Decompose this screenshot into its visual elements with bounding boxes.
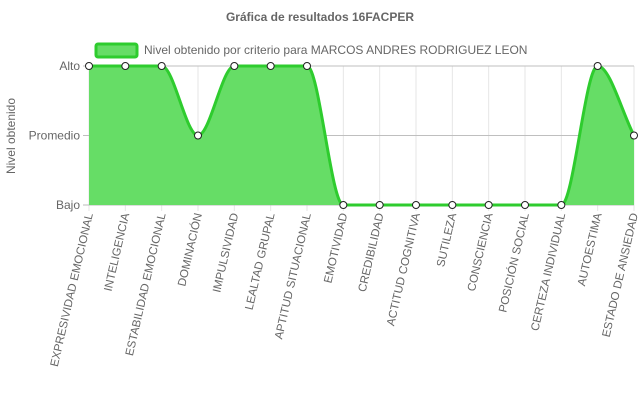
legend-swatch[interactable] <box>94 42 139 59</box>
x-tick-label: EMOTIVIDAD <box>322 212 350 284</box>
y-tick-label: Bajo <box>56 198 80 212</box>
x-tick-label: LEALTAD GRUPAL <box>244 211 278 311</box>
x-tick-labels: EXPRESIVIDAD EMOCIONAL INTELIGENCIAESTABI… <box>49 211 639 368</box>
x-tick-label: EXPRESIVIDAD EMOCIONAL <box>49 211 96 367</box>
x-tick-label: CREDIBILIDAD <box>357 212 387 293</box>
data-point <box>593 62 602 70</box>
legend-label[interactable]: Nivel obtenido por criterio para MARCOS … <box>144 43 527 57</box>
x-tick-label: ESTABILIDAD EMOCIONAL <box>124 211 169 357</box>
chart-title: Gráfica de resultados 16FACPER <box>226 10 414 24</box>
y-tick-labels: Bajo Promedio Alto <box>29 59 81 212</box>
x-tick-label: ACTITUD COGNITIVA <box>385 212 423 327</box>
data-point <box>521 201 529 209</box>
data-point <box>266 62 275 70</box>
data-point <box>630 131 638 140</box>
x-tick-label: AUTOESTIMA <box>576 212 605 288</box>
data-point <box>85 62 93 70</box>
x-tick-label: ESTADO DE ANSIEDAD <box>601 212 639 338</box>
data-point <box>194 131 202 140</box>
x-tick-label: APTITUD SITUACIONAL <box>273 211 314 340</box>
x-tick-label: IMPULSIVIDAD <box>211 212 241 294</box>
data-point <box>412 201 420 209</box>
x-tick-label: INTELIGENCIA <box>103 212 133 293</box>
x-tick-label: DOMINACIÓN <box>175 212 204 288</box>
data-point <box>303 62 311 70</box>
data-point <box>339 201 348 209</box>
data-points <box>85 62 638 209</box>
y-tick-label: Alto <box>59 59 80 73</box>
x-tick-label: CERTEZA INDIVIDUAL <box>529 211 568 332</box>
data-point <box>121 62 130 70</box>
series-area <box>89 66 634 205</box>
data-point <box>230 62 239 70</box>
y-tick-label: Promedio <box>29 129 81 143</box>
x-tick-label: POSICIÓN SOCIAL <box>496 211 532 314</box>
legend[interactable]: Nivel obtenido por criterio para MARCOS … <box>94 42 527 59</box>
data-point <box>448 201 457 209</box>
x-tick-label: SUTILEZA <box>435 212 459 269</box>
x-tick-label: CONSCIENCIA <box>466 212 496 293</box>
data-point <box>157 62 166 70</box>
data-point <box>557 201 566 209</box>
y-axis-title: Nivel obtenido <box>4 98 18 174</box>
data-point <box>484 201 493 209</box>
data-point <box>375 201 384 209</box>
